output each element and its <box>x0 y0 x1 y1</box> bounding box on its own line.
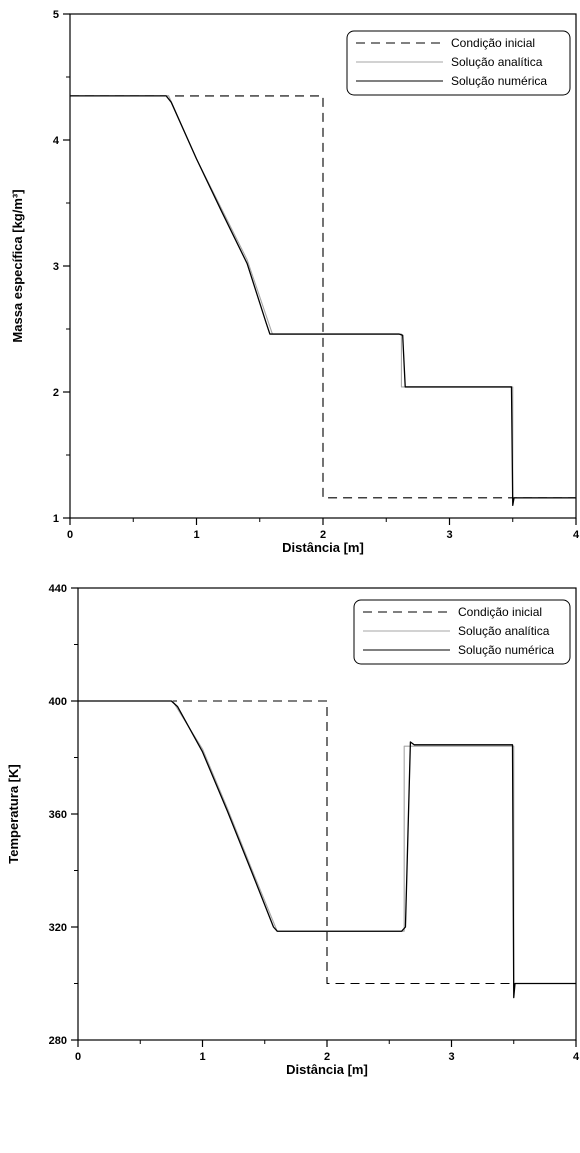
x-tick-label: 4 <box>573 529 580 541</box>
x-axis-title: Distância [m] <box>286 1062 368 1077</box>
legend-label: Solução analítica <box>458 624 550 638</box>
x-axis-title: Distância [m] <box>282 540 364 555</box>
legend-box <box>346 30 571 96</box>
x-tick-label: 1 <box>193 529 199 541</box>
x-tick-label: 0 <box>75 1051 81 1063</box>
y-tick-label: 400 <box>49 696 67 708</box>
y-tick-label: 280 <box>49 1035 67 1047</box>
series-line-3 <box>78 700 576 999</box>
legend-label: Solução analítica <box>451 55 543 69</box>
legend: Condição inicial Solução analítica Solução… <box>346 30 571 96</box>
x-tick-label: 0 <box>67 529 73 541</box>
legend-label: Solução numérica <box>451 74 547 88</box>
y-tick-label: 320 <box>49 922 67 934</box>
x-tick-label: 2 <box>324 1051 330 1063</box>
y-tick-label: 4 <box>53 135 60 147</box>
x-tick-label: 4 <box>573 1051 580 1063</box>
y-axis-title: Temperatura [K] <box>6 764 21 863</box>
series-line-1 <box>78 700 576 985</box>
y-tick-label: 2 <box>53 387 59 399</box>
legend: Condição inicial Solução analítica Solução… <box>353 599 571 665</box>
series-line-1 <box>70 95 576 499</box>
y-axis-title: Massa específica [kg/m³] <box>10 189 25 342</box>
legend-box <box>353 599 571 665</box>
series-line-3 <box>70 95 576 507</box>
y-tick-label: 1 <box>53 513 59 525</box>
x-tick-label: 3 <box>448 1051 454 1063</box>
chart-2: 0 1 2 3 4 280 320 360 400 440 Distância [m] Tempera… <box>6 583 580 1077</box>
y-tick-label: 360 <box>49 809 67 821</box>
y-tick-label: 440 <box>49 583 67 595</box>
x-tick-label: 3 <box>446 529 452 541</box>
legend-label: Condição inicial <box>458 605 542 619</box>
legend-label: Solução numérica <box>458 643 554 657</box>
x-tick-label: 2 <box>320 529 326 541</box>
y-tick-label: 5 <box>53 9 59 21</box>
legend-label: Condição inicial <box>451 36 535 50</box>
x-tick-label: 1 <box>199 1051 205 1063</box>
y-tick-label: 3 <box>53 261 59 273</box>
